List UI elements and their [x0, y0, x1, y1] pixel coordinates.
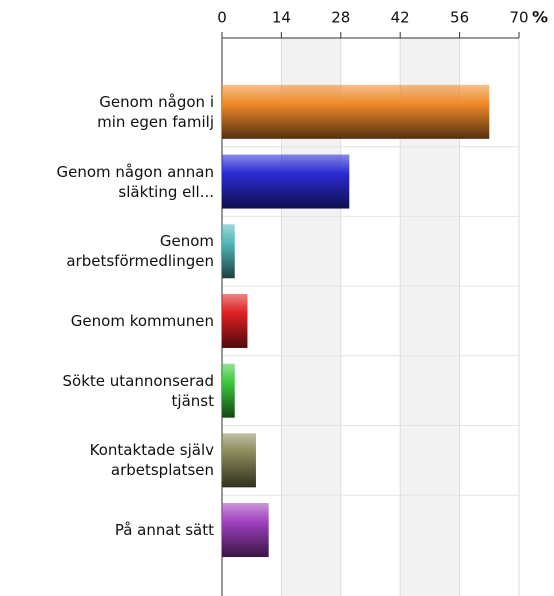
x-unit: %: [532, 8, 548, 27]
bar: [222, 363, 235, 418]
y-tick-label: Kontaktade själv arbetsplatsen: [89, 441, 214, 480]
bar: [222, 293, 248, 348]
bar: [222, 503, 269, 558]
y-tick-label: Genom kommunen: [70, 311, 214, 330]
y-tick-label: Genom någon annan släkting ell...: [56, 162, 215, 201]
y-tick-label: Genom någon i min egen familj: [97, 92, 214, 131]
bar: [222, 433, 256, 488]
y-tick-label: På annat sätt: [114, 521, 214, 540]
x-tick-label: 0: [217, 9, 227, 27]
y-tick-label: Genom arbetsförmedlingen: [66, 232, 214, 271]
x-tick-label: 42: [391, 9, 410, 27]
x-tick-label: 28: [331, 9, 350, 27]
bar: [222, 154, 350, 209]
bar: [222, 84, 490, 139]
y-tick-label: Sökte utannonserad tjänst: [62, 371, 214, 410]
x-tick-label: 56: [450, 9, 469, 27]
bar: [222, 224, 235, 279]
x-tick-label: 14: [272, 9, 291, 27]
x-tick-label: 70: [509, 9, 528, 27]
